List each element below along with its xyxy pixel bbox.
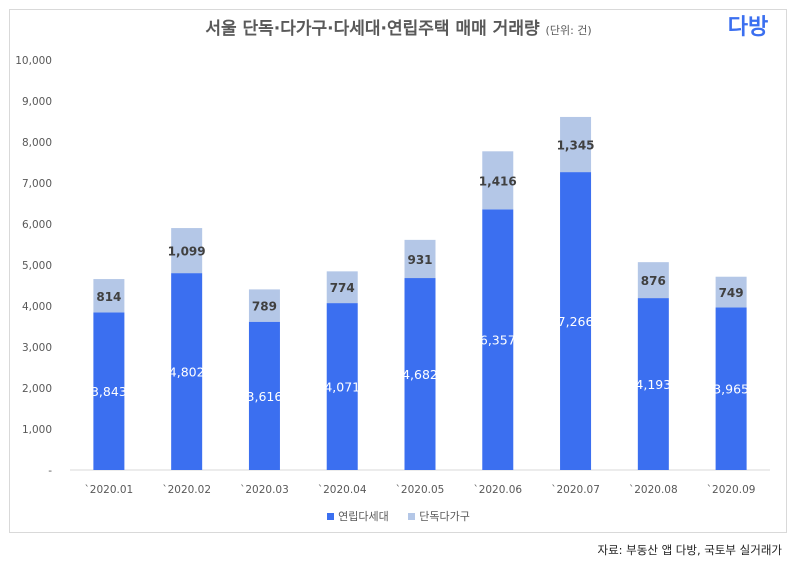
legend-label-detached: 단독다가구 [419,510,470,523]
x-tick-label: `2020.05 [396,484,445,496]
source-note: 자료: 부동산 앱 다방, 국토부 실거래가 [597,543,782,557]
data-label-rowhouse: 3,616 [247,389,283,404]
data-label-detached: 1,345 [557,139,595,153]
bar-detached [560,116,592,173]
y-tick-label: 9,000 [22,96,52,108]
legend-swatch-rowhouse [327,512,335,520]
y-tick-label: 8,000 [22,137,52,149]
bar-detached [404,239,436,279]
x-tick-label: `2020.08 [629,484,678,496]
legend-item-detached: 단독다가구 [408,508,470,524]
data-label-detached: 1,416 [479,174,517,188]
y-tick-label: 1,000 [22,424,52,436]
data-label-detached: 774 [330,281,355,295]
chart-title-unit: (단위: 건) [545,24,592,37]
data-label-detached: 814 [96,290,121,304]
dabang-logo-text: 다방 [728,15,768,40]
chart-legend: 연립다세대 단독다가구 [0,508,797,524]
bar-rowhouse [560,172,592,470]
y-tick-label: 6,000 [22,219,52,231]
data-label-rowhouse: 4,802 [169,365,205,380]
bar-rowhouse [715,307,747,470]
data-label-detached: 749 [719,286,744,300]
legend-label-rowhouse: 연립다세대 [338,510,389,523]
bar-rowhouse [93,312,125,470]
bar-detached [637,262,669,299]
data-label-rowhouse: 3,965 [713,382,749,397]
x-tick-label: `2020.09 [707,484,756,496]
data-label-detached: 789 [252,300,277,314]
data-label-detached: 931 [407,253,432,267]
bar-rowhouse [248,321,280,470]
bar-rowhouse [171,273,203,470]
chart-title: 서울 단독·다가구·다세대·연립주택 매매 거래량 (단위: 건) [0,14,797,39]
legend-item-rowhouse: 연립다세대 [327,508,389,524]
y-tick-label: 2,000 [22,383,52,395]
bar-detached [326,271,358,304]
bar-detached [482,151,514,210]
data-label-detached: 876 [641,274,666,288]
data-label-detached: 1,099 [168,245,206,259]
y-tick-label: 5,000 [22,260,52,272]
x-tick-label: `2020.03 [240,484,289,496]
data-label-rowhouse: 3,843 [91,384,127,399]
data-label-rowhouse: 4,682 [402,367,438,382]
x-tick-label: `2020.04 [318,484,367,496]
y-tick-label: 3,000 [22,342,52,354]
y-tick-label: 10,000 [15,55,52,67]
bar-detached [93,279,125,313]
chart-title-text: 서울 단독·다가구·다세대·연립주택 매매 거래량 [205,19,540,39]
x-tick-label: `2020.07 [551,484,600,496]
bar-detached [171,228,203,274]
data-label-rowhouse: 4,071 [324,380,360,395]
data-label-rowhouse: 7,266 [558,314,594,329]
bar-rowhouse [482,209,514,470]
y-tick-label: - [48,465,52,477]
bar-detached [715,276,747,308]
x-tick-label: `2020.01 [85,484,134,496]
x-tick-label: `2020.06 [473,484,522,496]
legend-swatch-detached [408,512,416,520]
dabang-logo: 다방 [728,15,768,40]
data-label-rowhouse: 4,193 [635,377,671,392]
bar-rowhouse [326,303,358,470]
bar-detached [248,289,280,322]
bar-rowhouse [404,278,436,470]
data-label-rowhouse: 6,357 [480,333,516,348]
x-tick-label: `2020.02 [162,484,211,496]
bar-rowhouse [637,298,669,470]
y-tick-label: 4,000 [22,301,52,313]
y-tick-label: 7,000 [22,178,52,190]
